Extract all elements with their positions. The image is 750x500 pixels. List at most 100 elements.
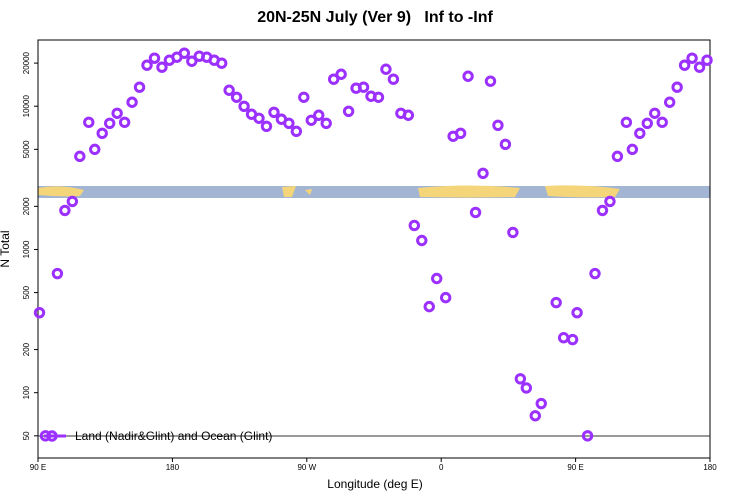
x-tick-label: 0 <box>439 463 444 472</box>
legend-label: Land (Nadir&Glint) and Ocean (Glint) <box>75 429 272 443</box>
data-point <box>581 430 594 442</box>
data-point <box>620 116 633 129</box>
data-point <box>484 75 497 87</box>
x-axis-label: Longitude (deg E) <box>327 477 422 491</box>
data-point <box>641 117 653 130</box>
data-point <box>408 219 421 232</box>
y-tick-label: 500 <box>22 285 31 299</box>
data-point <box>431 272 443 285</box>
data-point <box>96 127 108 140</box>
data-point <box>74 150 86 163</box>
y-tick-label: 100 <box>22 385 31 399</box>
data-point <box>499 138 512 151</box>
x-tick-label: 90 E <box>567 463 583 472</box>
data-point <box>626 143 639 156</box>
data-point <box>215 57 228 69</box>
data-point <box>178 47 191 59</box>
y-tick-label: 50 <box>22 431 31 440</box>
x-tick-label: 180 <box>166 463 180 472</box>
data-point <box>342 105 355 117</box>
data-point <box>693 61 706 73</box>
data-point <box>649 107 661 119</box>
plot-frame <box>37 39 711 459</box>
y-tick-label: 5000 <box>22 140 31 158</box>
data-point <box>126 96 138 108</box>
data-point <box>372 91 385 103</box>
data-point <box>423 300 435 313</box>
data-point <box>454 127 467 140</box>
data-point <box>492 119 504 131</box>
data-point <box>701 54 713 66</box>
data-point <box>59 204 71 217</box>
data-point <box>439 291 452 304</box>
data-point <box>671 81 683 93</box>
data-point <box>89 143 101 156</box>
data-point <box>514 373 527 385</box>
data-point <box>416 234 428 247</box>
y-tick-label: 20000 <box>22 51 31 74</box>
data-point <box>298 91 310 103</box>
x-tick-label: 180 <box>703 463 717 472</box>
data-point <box>380 63 392 75</box>
data-point <box>335 68 347 80</box>
chart-title: 20N-25N July (Ver 9) Inf to -Inf <box>257 9 493 26</box>
y-tick-label: 10000 <box>22 95 31 118</box>
data-point <box>156 61 168 73</box>
data-point <box>596 204 609 217</box>
data-point <box>83 116 95 129</box>
data-point <box>118 116 131 129</box>
y-tick-label: 2000 <box>22 197 31 215</box>
data-point <box>320 117 332 130</box>
data-point <box>611 150 624 163</box>
data-point <box>387 73 400 85</box>
data-point <box>507 226 519 239</box>
data-point <box>103 117 116 130</box>
y-tick-label: 1000 <box>22 240 31 258</box>
data-point <box>529 410 541 422</box>
x-tick-label: 90 W <box>297 463 316 472</box>
data-point <box>589 267 601 280</box>
data-point <box>313 109 325 121</box>
data-point <box>357 81 370 93</box>
data-point <box>290 125 303 138</box>
data-point <box>686 52 698 64</box>
data-point <box>678 59 691 71</box>
map-strip <box>38 185 710 198</box>
data-point <box>238 100 250 112</box>
data-point <box>535 397 547 410</box>
data-point <box>462 70 474 82</box>
data-point <box>634 127 646 140</box>
y-tick-label: 200 <box>22 342 31 356</box>
data-point <box>571 306 583 319</box>
data-point <box>33 306 46 319</box>
data-point <box>305 114 317 126</box>
data-point <box>148 52 161 64</box>
x-tick-label: 90 E <box>30 463 46 472</box>
data-point <box>604 195 616 208</box>
data-point <box>663 96 676 108</box>
data-point <box>51 267 64 280</box>
data-point <box>477 167 489 180</box>
data-point <box>550 296 562 309</box>
data-point <box>283 117 295 130</box>
data-point <box>469 206 482 219</box>
data-point <box>66 195 79 208</box>
data-point <box>402 109 415 121</box>
data-point <box>656 116 668 129</box>
data-point <box>253 112 265 124</box>
data-point <box>260 120 273 133</box>
data-point <box>557 332 570 344</box>
data-point <box>327 73 340 85</box>
data-point <box>133 81 146 93</box>
legend-marker <box>46 430 58 442</box>
data-point <box>268 106 280 119</box>
data-point <box>186 55 198 67</box>
data-point <box>520 382 533 394</box>
y-axis-label: N Total <box>0 230 12 267</box>
data-point <box>230 91 243 103</box>
data-point <box>566 333 579 346</box>
data-point <box>111 107 123 119</box>
data-point <box>141 59 153 71</box>
data-point <box>223 84 235 96</box>
